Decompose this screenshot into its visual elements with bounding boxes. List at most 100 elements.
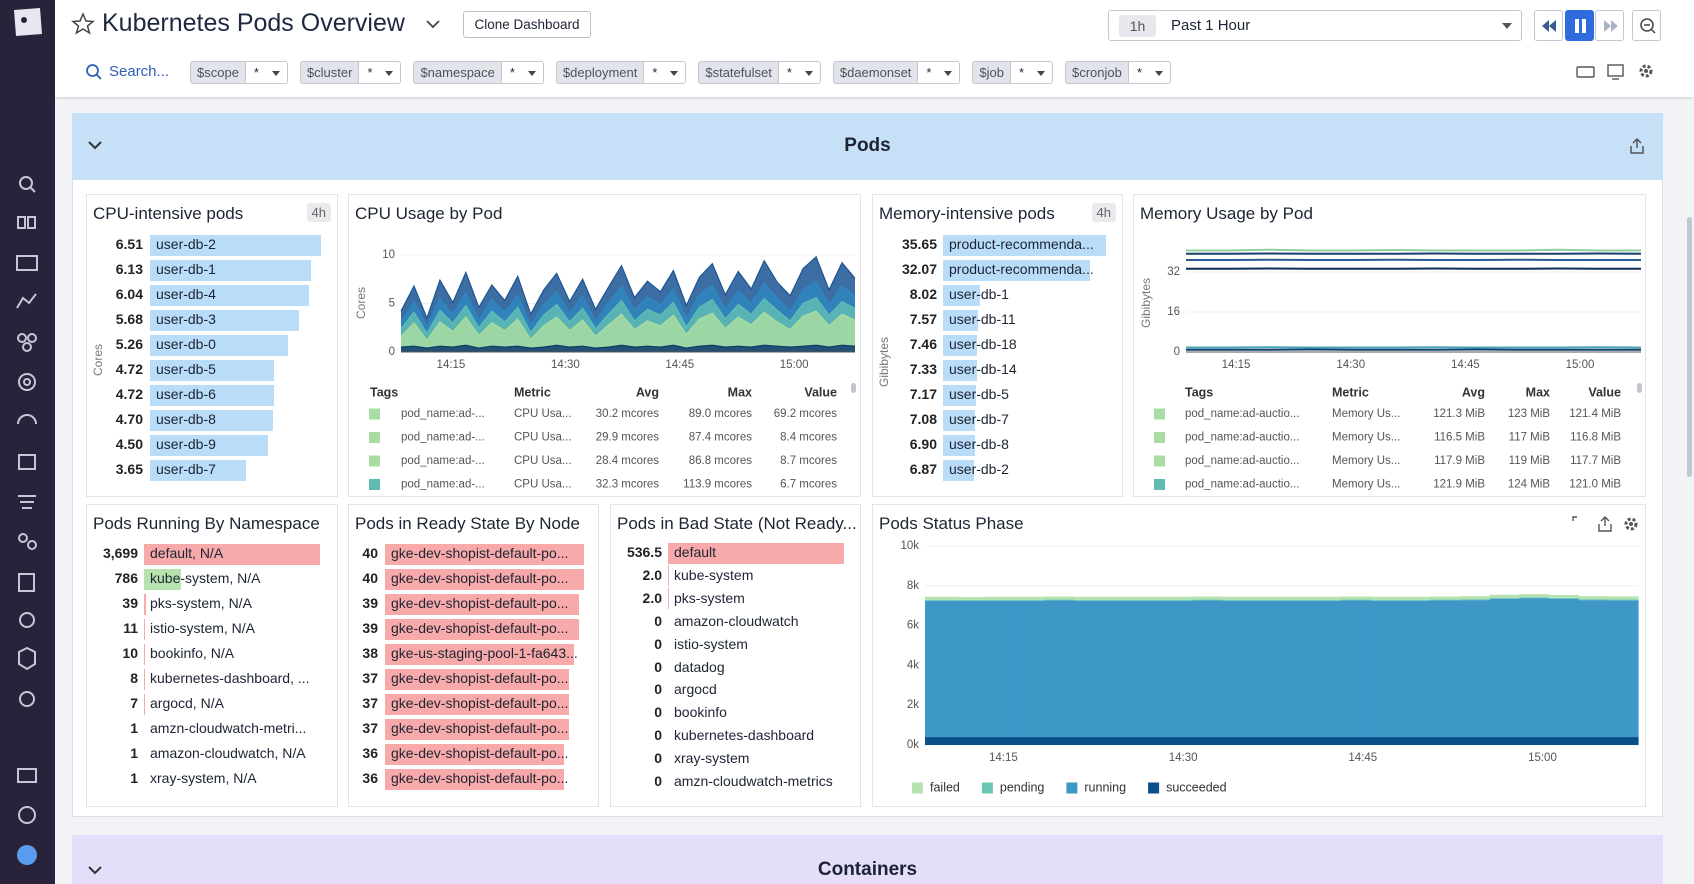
variable-chip[interactable]: $cronjob* [1065, 61, 1171, 84]
variable-chip[interactable]: $cluster* [300, 61, 402, 84]
legend-cell: 8.7 mcores [780, 455, 837, 467]
zoom-out-button[interactable] [1632, 10, 1661, 41]
row-value: 36 [349, 745, 378, 761]
stacked-segment [1044, 601, 1074, 738]
row-label: datadog [674, 659, 725, 675]
variable-chip[interactable]: $scope* [190, 61, 288, 84]
widget-title: CPU-intensive pods [93, 204, 243, 224]
forward-button[interactable] [1595, 10, 1624, 41]
legend-cell: CPU Usa... [514, 455, 572, 467]
stacked-segment [1014, 601, 1044, 737]
group-header[interactable]: Pods [72, 113, 1663, 180]
toplist-widget: Pods in Ready State By Node 40gke-dev-sh… [348, 504, 599, 807]
row-label: user-db-7 [156, 461, 216, 477]
row-value: 2.0 [611, 590, 662, 606]
variable-chip[interactable]: $statefulset* [698, 61, 821, 84]
time-picker[interactable]: 1h Past 1 Hour [1108, 10, 1522, 41]
x-tick-label: 14:30 [1169, 752, 1198, 764]
row-label: user-db-7 [949, 411, 1009, 427]
widget-actions[interactable] [1571, 515, 1641, 533]
row-value: 4.72 [87, 386, 143, 402]
toplist-widget: Pods in Bad State (Not Ready... 536.5def… [610, 504, 861, 807]
variable-chip[interactable]: $namespace* [413, 61, 543, 84]
variable-chip[interactable]: $job* [972, 61, 1053, 84]
row-label: gke-dev-shopist-default-po... [391, 545, 568, 561]
pause-button[interactable] [1565, 10, 1594, 41]
stacked-segment [1460, 596, 1490, 599]
title-chevron[interactable] [425, 18, 441, 30]
user-avatar[interactable] [17, 845, 37, 865]
row-label: product-recommenda... [949, 261, 1094, 277]
timeseries-chart: 051014:1514:3014:4515:00TagsMetricAvgMax… [349, 195, 861, 497]
row-value: 32.07 [873, 261, 937, 277]
stacked-segment [1282, 737, 1312, 745]
stacked-segment [1460, 737, 1490, 745]
legend-cell: 8.4 mcores [780, 432, 837, 444]
dashboard-title[interactable]: Kubernetes Pods Overview [102, 9, 405, 38]
stacked-segment [1549, 598, 1579, 599]
legend-header: Tags [370, 385, 398, 399]
legend-cell: Memory Us... [1332, 432, 1400, 444]
group-header[interactable]: Containers [72, 835, 1663, 884]
legend-cell: pod_name:ad-auctio... [1185, 479, 1299, 491]
x-tick-label: 15:00 [1566, 359, 1595, 371]
favorite-star[interactable] [71, 12, 95, 36]
legend-cell: pod_name:ad-... [401, 408, 485, 420]
stacked-segment [1519, 597, 1549, 598]
stacked-segment [925, 600, 955, 601]
clone-button[interactable]: Clone Dashboard [463, 11, 591, 38]
row-value: 0 [611, 704, 662, 720]
stacked-segment [1489, 598, 1519, 599]
variable-name: $namespace [413, 61, 501, 84]
row-value: 0 [611, 750, 662, 766]
row-value: 0 [611, 636, 662, 652]
legend-label: failed [930, 780, 960, 794]
row-value: 536.5 [611, 544, 662, 560]
legend-swatch [1154, 456, 1165, 467]
row-label: xray-system [674, 750, 749, 766]
row-label: user-db-11 [949, 311, 1016, 327]
share-icon[interactable] [1628, 137, 1646, 155]
row-label: argocd, N/A [150, 695, 224, 711]
row-value: 5.26 [87, 336, 143, 352]
widget-title: Memory Usage by Pod [1140, 204, 1313, 224]
stacked-segment [1074, 600, 1104, 601]
legend-cell: 124 MiB [1508, 479, 1551, 491]
stacked-segment [1252, 737, 1282, 745]
variable-chip[interactable]: $deployment* [556, 61, 686, 84]
legend-swatch [1066, 783, 1077, 794]
stacked-segment [1519, 594, 1549, 597]
row-value: 5.68 [87, 311, 143, 327]
stacked-segment [1341, 737, 1371, 745]
toplist-widget: CPU-intensive pods 4h Cores 6.51user-db-… [86, 194, 338, 497]
stacked-segment [1014, 600, 1044, 601]
stacked-segment [1282, 597, 1312, 600]
nav-icons[interactable] [17, 177, 37, 823]
stacked-segment [1579, 737, 1609, 745]
legend-cell: 69.2 mcores [774, 408, 838, 420]
row-bar [668, 588, 669, 609]
row-value: 7.33 [873, 361, 937, 377]
row-label: bookinfo [674, 704, 727, 720]
legend-header: Avg [1462, 385, 1485, 399]
legend-cell: 117 MiB [1509, 432, 1551, 444]
row-label: product-recommenda... [949, 236, 1094, 252]
y-tick-label: 6k [907, 620, 919, 632]
row-label: gke-dev-shopist-default-po... [391, 670, 568, 686]
legend-cell: CPU Usa... [514, 432, 572, 444]
row-value: 40 [349, 545, 378, 561]
search-input[interactable]: Search... [109, 63, 169, 80]
rewind-button[interactable] [1534, 10, 1563, 41]
variable-chip[interactable]: $daemonset* [833, 61, 961, 84]
row-label: xray-system, N/A [150, 770, 257, 786]
legend-header: Metric [1332, 385, 1369, 399]
stacked-segment [1252, 597, 1282, 600]
sidebar [0, 0, 55, 884]
toolbar-icons[interactable] [1576, 63, 1666, 81]
stacked-segment [1400, 600, 1430, 601]
legend-label: running [1084, 780, 1126, 794]
scrollbar[interactable] [1685, 97, 1694, 884]
row-value: 2.0 [611, 567, 662, 583]
legend-swatch [1154, 409, 1165, 420]
stacked-segment [1519, 598, 1549, 737]
